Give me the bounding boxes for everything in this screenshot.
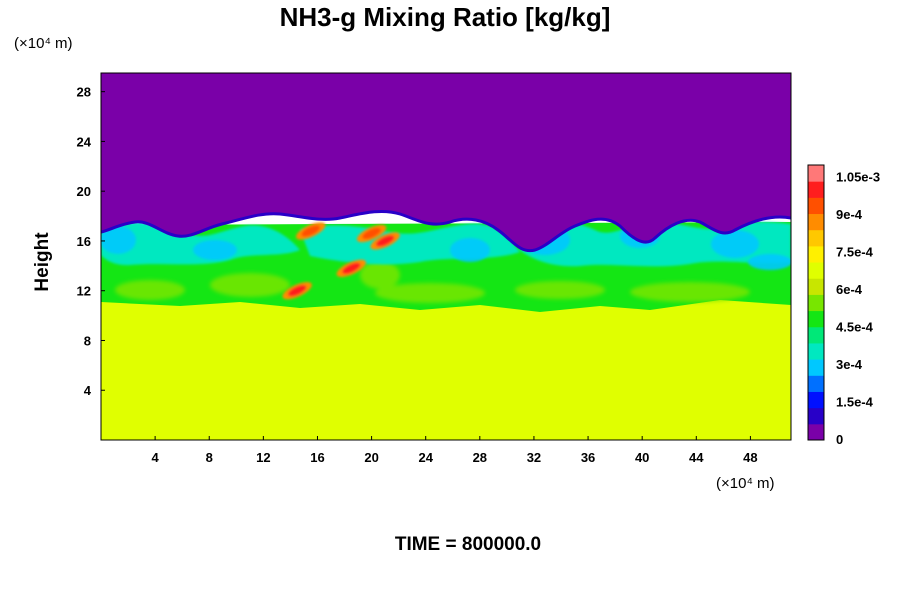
y-axis-label: Height [32, 232, 53, 292]
peak-patch [301, 225, 320, 237]
x-tick-label: 4 [152, 450, 160, 465]
colorbar-label: 4.5e-4 [836, 320, 874, 335]
lower-layer [101, 300, 791, 440]
colorbar-swatch [808, 197, 824, 215]
y-unit-label: (×10⁴ m) [14, 35, 73, 52]
colorbar-swatch [808, 326, 824, 344]
time-label: TIME = 800000.0 [395, 534, 541, 555]
y-tick-label: 20 [77, 184, 91, 199]
x-tick-label: 12 [256, 450, 270, 465]
colorbar-frame [807, 164, 825, 441]
mixed-light-patches [115, 261, 750, 303]
colorbar-swatch [808, 165, 824, 182]
colorbar-label: 1.5e-4 [836, 395, 874, 410]
colorbar-swatch [808, 262, 824, 279]
colorbar-swatch [808, 229, 824, 247]
colorbar-swatch [808, 407, 824, 425]
colorbar-swatch [808, 278, 824, 295]
colorbar-label: 6e-4 [836, 282, 863, 297]
colorbar: 0 1.5e-4 3e-4 4.5e-4 6e-4 7.5e-4 9e-4 1.05e-3 [807, 164, 880, 447]
y-tick-label: 12 [77, 284, 91, 299]
chart-title: NH3-g Mixing Ratio [kg/kg] [280, 2, 611, 32]
x-tick-label: 48 [743, 450, 757, 465]
colorbar-swatch [808, 181, 824, 198]
x-unit-label: (×10⁴ m) [716, 475, 775, 492]
colorbar-label: 3e-4 [836, 357, 863, 372]
x-tick-label: 16 [310, 450, 324, 465]
colorbar-label: 0 [836, 432, 843, 447]
y-tick-label: 28 [77, 85, 91, 100]
peak-patch [287, 285, 307, 297]
colorbar-label: 7.5e-4 [836, 245, 874, 260]
colorbar-swatch [808, 359, 824, 376]
y-axis-ticks: 4 8 12 16 20 24 28 [77, 85, 105, 398]
colorbar-label: 9e-4 [836, 207, 863, 222]
x-tick-label: 20 [364, 450, 378, 465]
colorbar-label: 1.05e-3 [836, 170, 880, 185]
colorbar-swatch [808, 342, 824, 360]
x-tick-label: 36 [581, 450, 595, 465]
colorbar-swatch [808, 294, 824, 312]
y-tick-label: 24 [77, 134, 92, 149]
peak-patch [342, 262, 361, 274]
colorbar-swatch [808, 310, 824, 328]
colorbar-swatch [808, 245, 824, 263]
colorbar-swatch [808, 375, 824, 392]
y-tick-label: 8 [84, 333, 91, 348]
peak-patch [362, 227, 381, 240]
colorbar-swatch [808, 213, 824, 231]
upper-layer [101, 73, 791, 251]
heatmap-plot-area [101, 73, 791, 440]
x-tick-label: 32 [527, 450, 541, 465]
x-tick-label: 40 [635, 450, 649, 465]
x-axis-ticks: 4 8 12 16 20 24 28 32 36 40 44 48 [152, 436, 758, 465]
plot-frame [100, 72, 792, 441]
colorbar-swatch [808, 423, 824, 441]
x-tick-label: 8 [206, 450, 213, 465]
peak-patches [282, 222, 400, 300]
peak-patch [375, 235, 395, 247]
x-tick-label: 44 [689, 450, 704, 465]
interface-fringe [101, 210, 791, 253]
y-tick-label: 16 [77, 234, 91, 249]
y-tick-label: 4 [84, 383, 92, 398]
x-tick-label: 28 [473, 450, 487, 465]
colorbar-swatch [808, 391, 824, 409]
x-tick-label: 24 [418, 450, 433, 465]
